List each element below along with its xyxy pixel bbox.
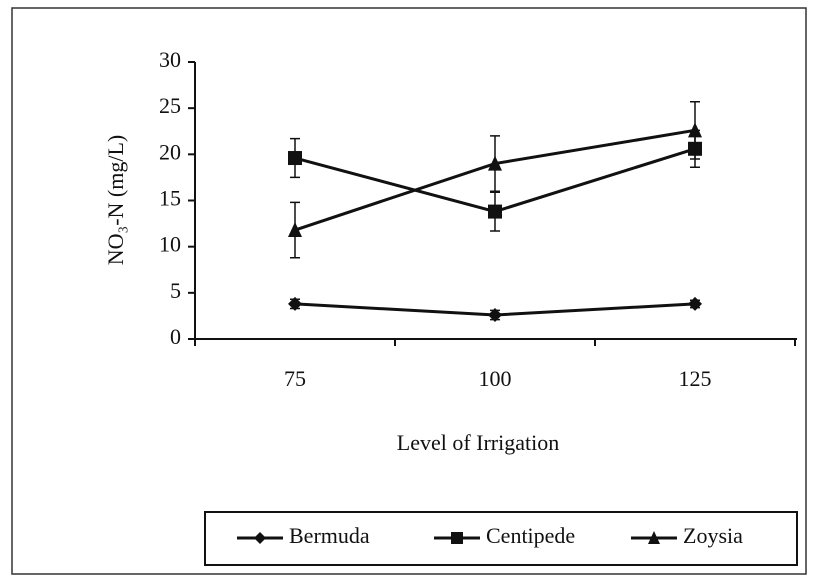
y-tick-label: 30 (159, 47, 181, 72)
x-axis-label: Level of Irrigation (397, 430, 560, 455)
y-tick-label: 5 (170, 278, 181, 303)
y-tick-label: 10 (159, 232, 181, 257)
y-tick-label: 25 (159, 93, 181, 118)
y-tick-label: 15 (159, 186, 181, 211)
marker-diamond (688, 296, 702, 311)
marker-triangle (288, 222, 302, 238)
marker-diamond (254, 532, 266, 544)
x-tick-label: 125 (679, 366, 712, 391)
legend-label: Bermuda (289, 523, 370, 548)
marker-square (288, 151, 302, 166)
legend-box (204, 511, 798, 566)
legend-label: Centipede (486, 523, 575, 548)
marker-diamond (488, 307, 502, 322)
legend-label: Zoysia (683, 523, 743, 548)
x-tick-label: 75 (284, 366, 306, 391)
y-axis-label: NO₃-N (mg/L) (103, 135, 128, 265)
y-tick-label: 0 (170, 324, 181, 349)
marker-triangle (688, 122, 702, 138)
marker-diamond (288, 296, 302, 311)
chart-frame (11, 7, 807, 575)
marker-square (488, 204, 502, 219)
marker-square (451, 532, 463, 544)
y-tick-label: 20 (159, 139, 181, 164)
marker-triangle (648, 531, 660, 544)
x-tick-label: 100 (479, 366, 512, 391)
marker-triangle (488, 155, 502, 171)
